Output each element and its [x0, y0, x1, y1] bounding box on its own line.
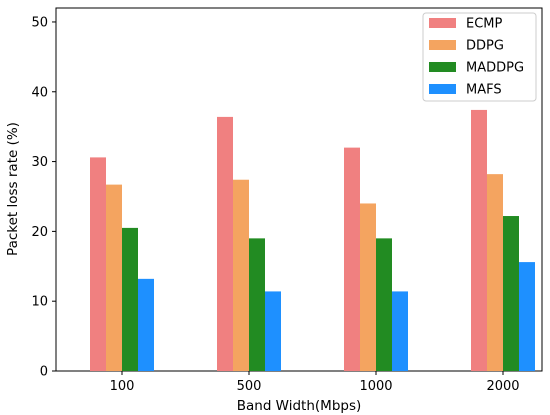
plot-area: 0 10 20 30 40 50 100 500 1000 2000 — [31, 7, 543, 394]
legend-box — [422, 12, 537, 102]
x-tick-label: 500 — [237, 379, 262, 394]
legend-swatch-mafs — [429, 84, 456, 94]
legend-label-ecmp: ECMP — [466, 17, 503, 32]
bar-ecmp-1000 — [344, 147, 360, 371]
bar-maddpg-2000 — [503, 216, 519, 371]
bar-mafs-1000 — [392, 291, 408, 371]
legend-swatch-ecmp — [429, 18, 456, 28]
x-axis: 100 500 1000 2000 — [110, 371, 520, 394]
y-tick-label: 50 — [31, 15, 48, 30]
bar-mafs-2000 — [519, 262, 535, 371]
bar-ddpg-2000 — [487, 174, 503, 371]
legend-swatch-maddpg — [429, 62, 456, 72]
bar-ecmp-500 — [217, 116, 233, 372]
y-tick-label: 30 — [31, 155, 48, 170]
bar-maddpg-1000 — [376, 238, 392, 371]
y-tick-label: 20 — [31, 225, 48, 240]
legend-swatch-ddpg — [429, 40, 456, 50]
plot-frame — [55, 7, 543, 372]
x-tick-label: 2000 — [486, 379, 519, 394]
bar-ddpg-1000 — [360, 203, 376, 371]
y-tick-label: 0 — [40, 365, 48, 380]
bar-ecmp-2000 — [471, 109, 487, 372]
legend-label-mafs: MAFS — [466, 83, 502, 98]
y-tick-label: 10 — [31, 295, 48, 310]
y-axis: 0 10 20 30 40 50 — [31, 15, 56, 380]
bar-mafs-100 — [138, 278, 154, 371]
bar-maddpg-500 — [249, 238, 265, 371]
x-tick-label: 100 — [110, 379, 135, 394]
bar-ddpg-500 — [233, 179, 249, 371]
bar-ecmp-100 — [90, 157, 106, 371]
legend-label-ddpg: DDPG — [466, 39, 504, 54]
bar-mafs-500 — [265, 291, 281, 371]
y-axis-label: Packet loss rate (%) — [5, 122, 21, 256]
y-tick-label: 40 — [31, 85, 48, 100]
bar-maddpg-100 — [122, 227, 138, 371]
legend: ECMP DDPG MADDPG MAFS — [422, 12, 537, 102]
bar-ddpg-100 — [106, 184, 122, 371]
bars — [90, 109, 535, 372]
x-axis-label: Band Width(Mbps) — [237, 398, 362, 414]
x-tick-label: 1000 — [359, 379, 392, 394]
legend-label-maddpg: MADDPG — [466, 61, 524, 76]
